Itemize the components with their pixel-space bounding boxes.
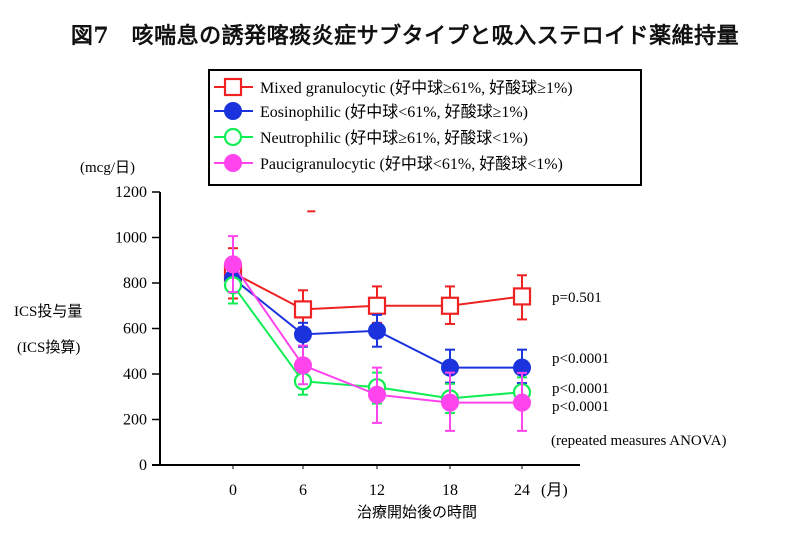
y-tick-label: 1200 [115, 184, 147, 201]
x-tick-label: 24 [514, 482, 530, 499]
legend-marker [223, 127, 243, 147]
anova-note: (repeated measures ANOVA) [551, 433, 727, 449]
data-point [440, 296, 460, 315]
y-tick-label: 800 [123, 275, 147, 292]
x-unit-label: (月) [541, 482, 568, 499]
x-ticks: 0 6 12 18 24 [229, 465, 530, 499]
y-tick-label: 0 [139, 457, 147, 474]
x-tick-label: 6 [299, 482, 307, 499]
legend-entry: Neutrophilic (好中球≥61%, 好酸球<1%) [214, 127, 528, 147]
series-1 [224, 263, 531, 385]
legend-label: Eosinophilic (好中球<61%, 好酸球≥1%) [260, 103, 528, 121]
data-point [367, 296, 387, 315]
x-tick-label: 18 [442, 482, 458, 499]
legend-marker [224, 102, 242, 120]
legend-entry: Eosinophilic (好中球<61%, 好酸球≥1%) [214, 102, 528, 121]
data-point [294, 356, 312, 375]
data-point [512, 287, 532, 306]
data-point [294, 325, 312, 344]
p-value-label: p<0.0001 [552, 351, 609, 367]
p-value-label: p<0.0001 [552, 399, 609, 415]
legend-label: Paucigranulocytic (好中球<61%, 好酸球<1%) [260, 155, 563, 173]
legend-label: Neutrophilic (好中球≥61%, 好酸球<1%) [260, 129, 528, 147]
y-tick-label: 200 [123, 412, 147, 429]
data-point [293, 300, 313, 319]
legend-box [208, 69, 642, 186]
y-axis-label-line2: (ICS換算) [17, 338, 80, 356]
y-unit-label: (mcg/日) [80, 160, 135, 176]
series-layer [223, 210, 532, 432]
y-axis-label-line1: ICS投与量 [14, 303, 82, 320]
x-tick-label: 12 [369, 482, 385, 499]
y-tick-label: 400 [123, 366, 147, 383]
legend: Mixed granulocytic (好中球≥61%, 好酸球≥1%) Eosi… [208, 69, 642, 186]
data-point [224, 255, 242, 274]
legend-marker [224, 154, 242, 172]
y-tick-label: 600 [123, 321, 147, 338]
figure-title: 図7 咳喘息の誘発喀痰炎症サブタイプと吸入ステロイド薬維持量 [70, 23, 740, 49]
legend-entry: Mixed granulocytic (好中球≥61%, 好酸球≥1%) [214, 77, 573, 97]
legend-label: Mixed granulocytic (好中球≥61%, 好酸球≥1%) [260, 79, 573, 97]
y-tick-label: 1000 [115, 230, 147, 247]
data-point [368, 385, 386, 404]
y-ticks: 0 200 400 600 800 1000 1200 [115, 184, 160, 474]
data-point [441, 393, 459, 412]
p-value-label: p<0.0001 [552, 381, 609, 397]
x-axis-label: 治療開始後の時間 [357, 504, 477, 521]
p-value-label: p=0.501 [552, 290, 602, 306]
data-point [368, 321, 386, 340]
legend-marker [223, 77, 243, 97]
annotation-layer: p=0.501 p<0.0001 p<0.0001 p<0.0001 (repeated… [551, 290, 727, 449]
series-3 [224, 235, 531, 432]
x-tick-label: 0 [229, 482, 237, 499]
legend-entry: Paucigranulocytic (好中球<61%, 好酸球<1%) [214, 154, 563, 173]
data-point [513, 393, 531, 412]
